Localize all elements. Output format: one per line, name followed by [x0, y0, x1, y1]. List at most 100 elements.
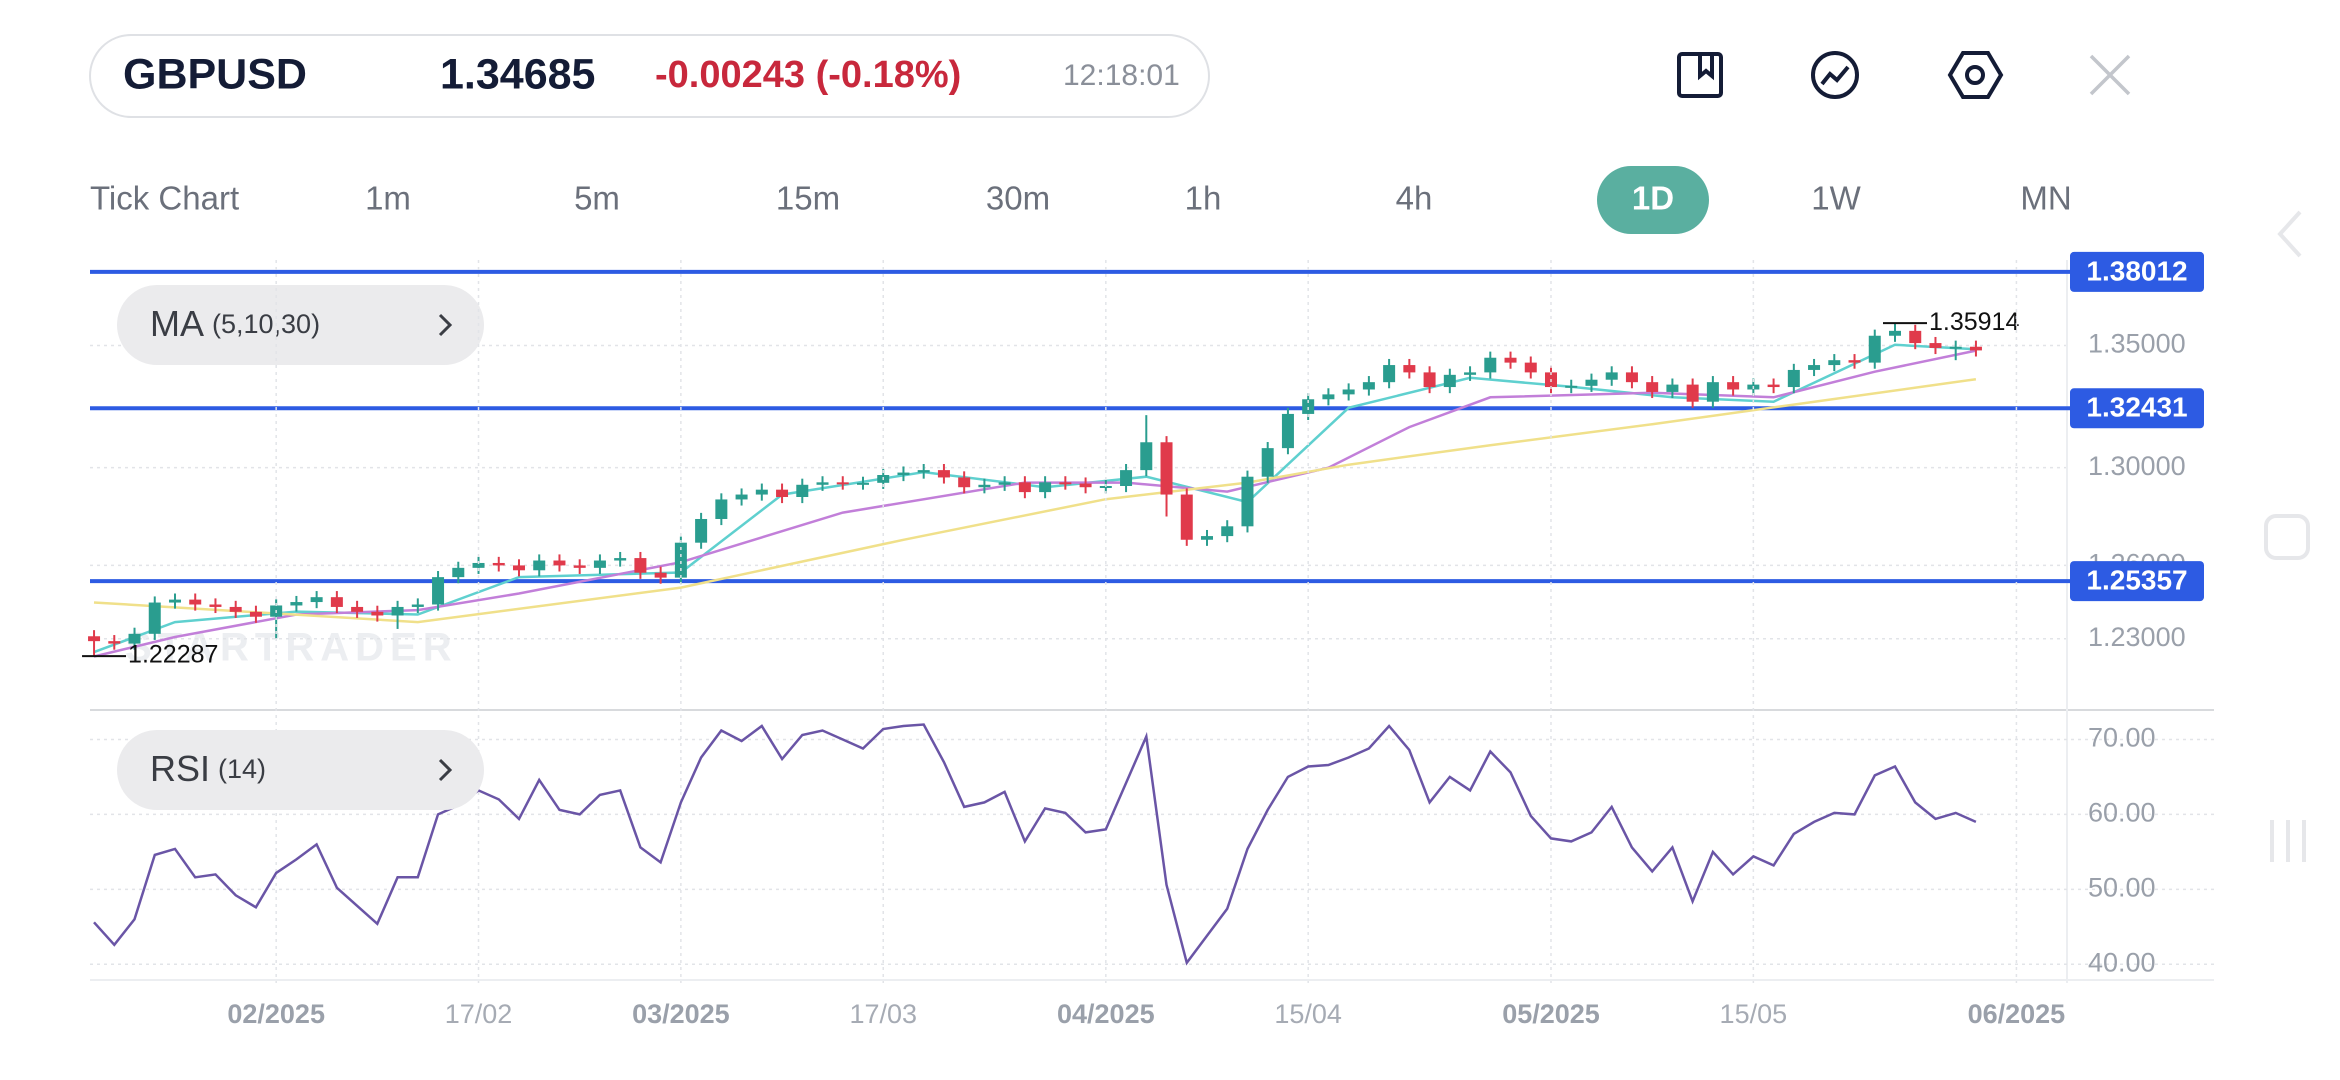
- candle-body: [1504, 357, 1517, 363]
- y-tick-label: 60.00: [2088, 798, 2156, 828]
- watermark: STARTRADER: [125, 626, 458, 670]
- candle-body: [1868, 335, 1881, 363]
- candle-body: [1261, 448, 1274, 477]
- candle-body: [1646, 382, 1659, 392]
- candle-body: [229, 606, 242, 612]
- x-tick-label: 15/04: [1274, 999, 1342, 1029]
- candle-body: [1180, 494, 1193, 540]
- y-tick-label: 1.30000: [2088, 451, 2186, 481]
- candle-body: [88, 636, 101, 642]
- candle-body: [1383, 365, 1396, 383]
- candle-body: [1362, 382, 1375, 390]
- candle-body: [168, 599, 181, 603]
- candle-body: [917, 470, 930, 473]
- level-badge: [2070, 388, 2204, 429]
- candle-body: [1848, 360, 1861, 363]
- close-icon[interactable]: [2089, 54, 2131, 96]
- candle-body: [148, 602, 161, 634]
- extreme-label: 1.35914: [1929, 308, 2019, 336]
- candle-body: [1888, 330, 1901, 336]
- candle-body: [836, 482, 849, 485]
- timeframe[interactable]: 1D: [1632, 180, 1674, 217]
- candle-body: [1828, 360, 1841, 366]
- x-tick-label: 04/2025: [1057, 999, 1155, 1029]
- candle-body: [1241, 476, 1254, 527]
- timeframe[interactable]: 1h: [1185, 180, 1222, 217]
- indicator-pill[interactable]: [117, 730, 484, 810]
- x-tick-label: 05/2025: [1502, 999, 1600, 1029]
- candle-body: [634, 558, 647, 573]
- y-tick-label: 1.35000: [2088, 329, 2186, 359]
- candle-body: [816, 482, 829, 485]
- bookmark-icon[interactable]: [1677, 52, 1723, 98]
- change: -0.00243 (-0.18%): [655, 54, 961, 96]
- timeframe-bar: Tick Chart 1m 5m 15m 30m 1h 4h 1D 1W MN: [90, 166, 2072, 234]
- candle-body: [897, 472, 910, 476]
- candle-body: [1464, 372, 1477, 375]
- candle-body: [755, 489, 768, 495]
- candle-body: [1322, 394, 1335, 400]
- candle-body: [1484, 357, 1497, 373]
- candle-body: [573, 565, 586, 568]
- candle-body: [1039, 482, 1052, 493]
- level-badge: [2070, 251, 2204, 292]
- indicator-params: (5,10,30): [212, 309, 320, 339]
- candle-body: [1585, 379, 1598, 386]
- candle-body: [796, 484, 809, 497]
- candle-body: [958, 477, 971, 488]
- x-tick-label: 06/2025: [1968, 999, 2066, 1029]
- candle-body: [715, 499, 728, 519]
- candle-body: [1160, 442, 1173, 495]
- indicator-pill[interactable]: [117, 285, 484, 365]
- candle-body: [593, 560, 606, 568]
- candle-body: [1808, 365, 1821, 370]
- candle-body: [978, 484, 991, 488]
- x-tick-label: 17/03: [849, 999, 917, 1029]
- candle-body: [1059, 482, 1072, 485]
- price-pane: STARTRADER1.230001.260001.300001.350001.…: [82, 251, 2214, 983]
- candle-body: [776, 489, 789, 497]
- timeframe[interactable]: 4h: [1396, 180, 1433, 217]
- candle-body: [472, 562, 485, 568]
- symbol[interactable]: GBPUSD: [123, 50, 307, 98]
- timeframe[interactable]: 15m: [776, 180, 840, 217]
- candle-body: [209, 604, 222, 607]
- candle-body: [856, 482, 869, 485]
- candle-body: [128, 633, 141, 644]
- candle-body: [1443, 374, 1456, 388]
- candle-body: [1787, 369, 1800, 388]
- timeframe-selected: [1597, 166, 1709, 234]
- indicator-name: RSI (14): [150, 748, 266, 789]
- x-tick-label: 17/02: [445, 999, 513, 1029]
- timeframe[interactable]: MN: [2020, 180, 2071, 217]
- timeframe[interactable]: 1m: [365, 180, 411, 217]
- candle-body: [1140, 442, 1153, 471]
- candle-body: [411, 604, 424, 607]
- candle-body: [1302, 399, 1315, 414]
- candle-body: [310, 597, 323, 603]
- candle-body: [330, 597, 343, 607]
- indicator-icon[interactable]: [1811, 51, 1859, 99]
- candle-body: [735, 494, 748, 500]
- y-tick-label: 40.00: [2088, 947, 2156, 977]
- timeframe[interactable]: 30m: [986, 180, 1050, 217]
- candle-body: [998, 482, 1011, 485]
- candle-body: [1605, 372, 1618, 380]
- settings-icon[interactable]: [1947, 51, 2004, 99]
- candle-body: [1423, 372, 1436, 388]
- candle-body: [492, 562, 505, 566]
- timeframe[interactable]: 5m: [574, 180, 620, 217]
- candle-body: [1120, 470, 1133, 486]
- timeframe[interactable]: 1W: [1811, 180, 1861, 217]
- level-label: 1.38012: [2086, 255, 2187, 286]
- candle-body: [1565, 385, 1578, 388]
- time: 12:18:01: [1063, 59, 1180, 92]
- candle-body: [1727, 382, 1740, 390]
- chevron: [438, 758, 453, 782]
- indicator-name: MA (5,10,30): [150, 303, 320, 344]
- timeframe[interactable]: Tick Chart: [90, 180, 239, 217]
- indicator-label: MA: [150, 303, 204, 344]
- ma-line: [93, 377, 1977, 624]
- candle-body: [512, 565, 525, 571]
